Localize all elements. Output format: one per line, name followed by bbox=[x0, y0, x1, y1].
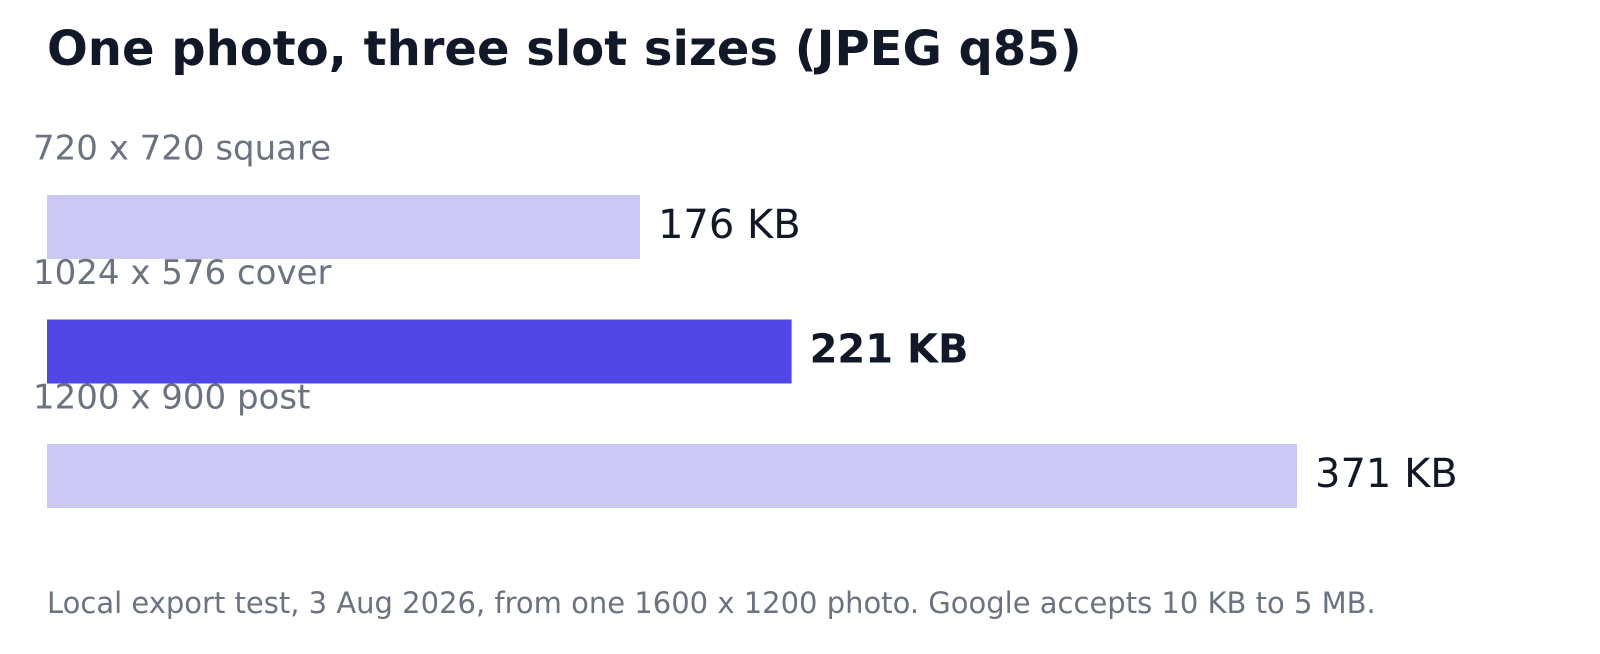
category-label: 1200 x 900 post bbox=[33, 378, 310, 418]
bar bbox=[47, 444, 1297, 508]
caption: Local export test, 3 Aug 2026, from one … bbox=[47, 586, 1376, 620]
value-label: 221 KB bbox=[810, 327, 969, 373]
value-label: 371 KB bbox=[1315, 451, 1458, 497]
bar bbox=[47, 195, 640, 259]
category-label: 720 x 720 square bbox=[33, 129, 331, 169]
chart-title: One photo, three slot sizes (JPEG q85) bbox=[47, 21, 1082, 77]
bar bbox=[47, 319, 792, 384]
value-label: 176 KB bbox=[658, 202, 801, 248]
category-label: 1024 x 576 cover bbox=[33, 253, 332, 293]
